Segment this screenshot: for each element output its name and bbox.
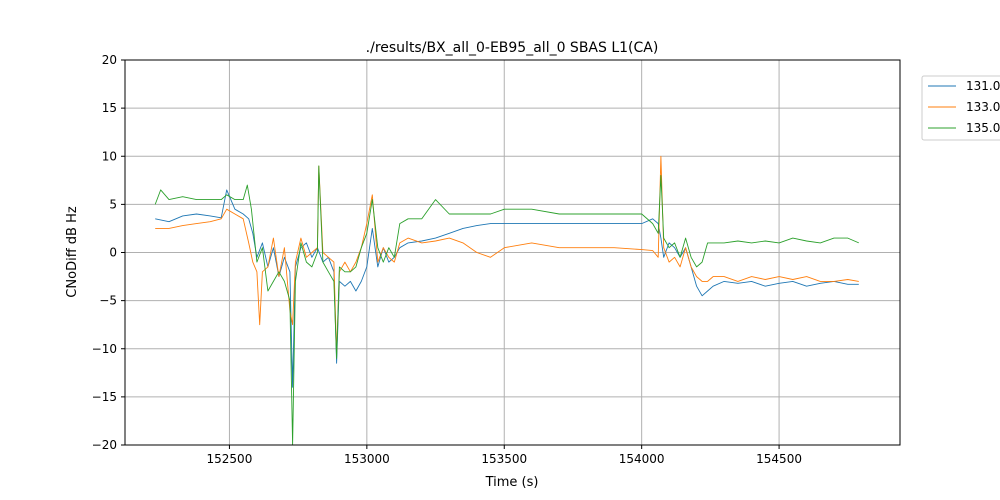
y-axis-label: CNoDiff dB Hz	[65, 206, 80, 298]
legend-label: 131.0	[966, 79, 1000, 93]
x-axis-label: Time (s)	[485, 475, 539, 490]
x-tick-label: 154000	[619, 452, 665, 466]
legend-label: 135.0	[966, 121, 1000, 135]
x-tick-label: 153500	[481, 452, 527, 466]
x-tick-label: 153000	[344, 452, 390, 466]
x-tick-label: 152500	[207, 452, 253, 466]
x-tick-label: 154500	[756, 452, 802, 466]
axis-ticks: 152500 153000 153500 154000 154500 −20 −15 −10 −…	[92, 53, 802, 466]
y-tick-label: 5	[109, 197, 117, 211]
series-line-135.0	[154, 165, 859, 446]
legend-label: 133.0	[966, 100, 1000, 114]
legend-box	[921, 75, 1000, 141]
series-line-133.0	[155, 155, 859, 355]
y-tick-label: −15	[92, 390, 117, 404]
y-tick-label: 15	[102, 101, 117, 115]
legend: 131.0 133.0 135.0	[921, 75, 1000, 141]
y-tick-label: −10	[92, 342, 117, 356]
y-tick-label: 0	[109, 246, 117, 260]
chart-title: ./results/BX_all_0-EB95_all_0 SBAS L1(CA…	[366, 40, 659, 56]
y-tick-label: −5	[99, 294, 117, 308]
y-tick-label: −20	[92, 438, 117, 452]
y-tick-label: 20	[102, 53, 117, 67]
series-layer	[154, 155, 859, 446]
y-tick-label: 10	[102, 149, 117, 163]
